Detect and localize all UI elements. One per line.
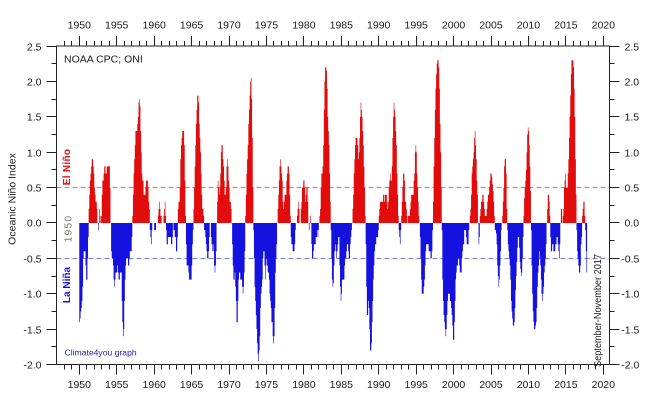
- svg-text:El Niño: El Niño: [62, 149, 73, 186]
- svg-text:1975: 1975: [255, 379, 279, 391]
- svg-text:2000: 2000: [442, 379, 466, 391]
- svg-text:2020: 2020: [592, 20, 616, 32]
- svg-text:1975: 1975: [255, 20, 279, 32]
- svg-text:-1.0: -1.0: [23, 288, 41, 300]
- svg-text:1955: 1955: [105, 379, 129, 391]
- svg-text:1.0: 1.0: [27, 147, 42, 159]
- svg-text:2020: 2020: [592, 379, 616, 391]
- svg-text:0.5: 0.5: [625, 182, 640, 194]
- svg-text:2.0: 2.0: [27, 76, 42, 88]
- svg-text:2010: 2010: [517, 379, 541, 391]
- svg-text:2.0: 2.0: [625, 76, 640, 88]
- svg-text:1955: 1955: [105, 20, 129, 32]
- svg-text:1970: 1970: [217, 20, 241, 32]
- svg-text:-1.5: -1.5: [621, 324, 639, 336]
- svg-text:1.5: 1.5: [625, 111, 640, 123]
- svg-text:1980: 1980: [292, 379, 316, 391]
- svg-text:2.5: 2.5: [625, 41, 640, 53]
- svg-text:1965: 1965: [180, 379, 204, 391]
- svg-text:-1.5: -1.5: [23, 324, 41, 336]
- svg-text:La Niña: La Niña: [62, 267, 73, 304]
- svg-text:1960: 1960: [143, 20, 167, 32]
- svg-text:1.5: 1.5: [27, 111, 42, 123]
- svg-text:0.5: 0.5: [27, 182, 42, 194]
- svg-text:-0.5: -0.5: [621, 253, 639, 265]
- svg-text:Oceanic Niño Index: Oceanic Niño Index: [7, 152, 19, 244]
- svg-text:2.5: 2.5: [27, 41, 42, 53]
- svg-text:1995: 1995: [405, 20, 429, 32]
- svg-text:1960: 1960: [143, 379, 167, 391]
- svg-text:-2.0: -2.0: [621, 359, 639, 371]
- svg-text:NOAA CPC; ONI: NOAA CPC; ONI: [64, 54, 143, 66]
- svg-text:1985: 1985: [330, 379, 354, 391]
- svg-text:1970: 1970: [217, 379, 241, 391]
- svg-text:0.0: 0.0: [27, 217, 42, 229]
- svg-text:2015: 2015: [554, 20, 578, 32]
- svg-text:Climate4you graph: Climate4you graph: [65, 348, 137, 358]
- svg-text:1985: 1985: [330, 20, 354, 32]
- svg-text:1950: 1950: [68, 20, 92, 32]
- svg-text:1950: 1950: [68, 379, 92, 391]
- svg-text:-0.5: -0.5: [23, 253, 41, 265]
- svg-text:1950: 1950: [64, 215, 75, 242]
- svg-text:2015: 2015: [554, 379, 578, 391]
- svg-text:0.0: 0.0: [625, 217, 640, 229]
- svg-text:-2.0: -2.0: [23, 359, 41, 371]
- svg-text:-1.0: -1.0: [621, 288, 639, 300]
- svg-text:1990: 1990: [367, 379, 391, 391]
- svg-text:1.0: 1.0: [625, 147, 640, 159]
- svg-text:1980: 1980: [292, 20, 316, 32]
- svg-text:September-November 2017: September-November 2017: [592, 254, 604, 367]
- svg-text:2005: 2005: [479, 379, 503, 391]
- svg-text:1965: 1965: [180, 20, 204, 32]
- svg-text:2005: 2005: [479, 20, 503, 32]
- svg-text:1995: 1995: [405, 379, 429, 391]
- svg-text:1990: 1990: [367, 20, 391, 32]
- svg-text:2000: 2000: [442, 20, 466, 32]
- svg-text:2010: 2010: [517, 20, 541, 32]
